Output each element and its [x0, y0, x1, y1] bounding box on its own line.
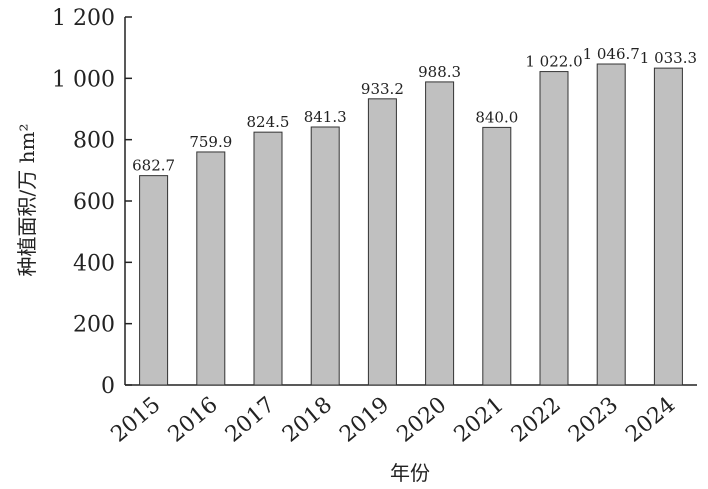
- bar-2017: [253, 131, 283, 386]
- data-label-2018: 841.3: [304, 108, 347, 126]
- y-axis-title: 种植面积/万 hm²: [15, 124, 39, 277]
- bar-2016: [196, 151, 226, 386]
- x-axis-title: 年份: [390, 461, 430, 485]
- y-tick-label: 200: [73, 313, 115, 338]
- bar-2020: [425, 81, 455, 386]
- bar-2024: [653, 67, 683, 386]
- x-tick-label-2020: 2020: [392, 392, 451, 447]
- data-label-2017: 824.5: [247, 113, 290, 131]
- data-label-2015: 682.7: [132, 157, 175, 175]
- y-tick-label: 600: [73, 190, 115, 215]
- bar-2023: [596, 63, 626, 386]
- data-labels: 682.7 759.9 824.5 841.3 933.2 988.3 840.0 1 022…: [132, 45, 697, 175]
- x-tick-label-2016: 2016: [164, 392, 223, 447]
- x-tick-label-2019: 2019: [335, 392, 394, 447]
- y-tick-label: 800: [73, 129, 115, 154]
- data-label-2019: 933.2: [361, 80, 404, 98]
- x-tick-label-2023: 2023: [564, 392, 623, 447]
- x-tick-label-2021: 2021: [450, 392, 509, 447]
- bar-2021: [482, 126, 512, 386]
- x-tick-label-2018: 2018: [278, 392, 337, 447]
- y-tick-label: 400: [73, 251, 115, 276]
- y-tick-label: 0: [101, 374, 115, 399]
- data-label-2023: 1 046.7: [583, 45, 640, 63]
- data-label-2022: 1 022.0: [525, 53, 582, 71]
- y-tick-label: 1 000: [52, 67, 115, 92]
- bar-2015: [139, 175, 169, 386]
- bars: [139, 63, 683, 386]
- data-label-2021: 840.0: [475, 108, 518, 126]
- data-label-2016: 759.9: [189, 133, 232, 151]
- bar-2018: [310, 126, 340, 386]
- data-label-2024: 1 033.3: [640, 49, 697, 67]
- data-label-2020: 988.3: [418, 63, 461, 81]
- x-tick-label-2017: 2017: [221, 392, 280, 447]
- y-tick-label: 1 200: [52, 6, 115, 31]
- x-tick-label-2022: 2022: [507, 392, 566, 447]
- y-tick-labels: 0 200 400 600 800 1 000 1 200: [52, 6, 115, 399]
- bar-2019: [367, 98, 397, 386]
- bar-2022: [539, 71, 569, 386]
- x-tick-label-2024: 2024: [621, 392, 680, 447]
- x-tick-label-2015: 2015: [106, 392, 165, 447]
